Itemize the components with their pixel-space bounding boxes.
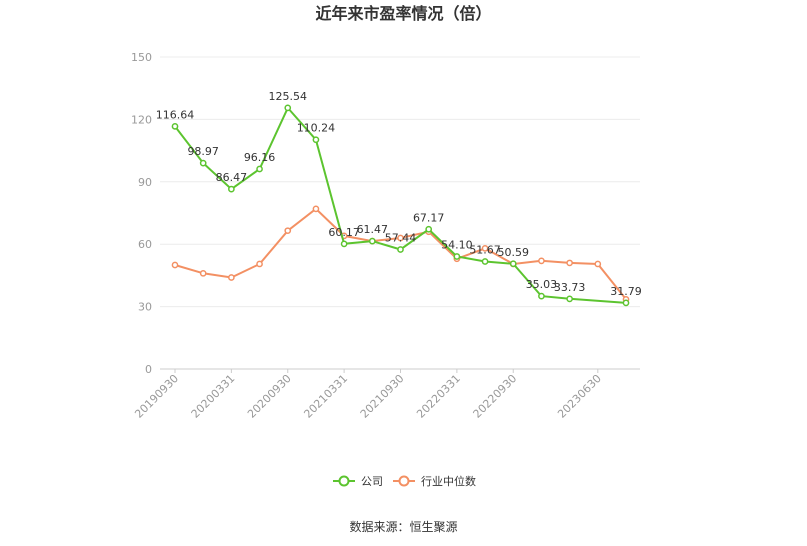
series-1-point-2 (228, 274, 235, 281)
y-tick-60: 60 (138, 238, 152, 251)
source-note: 数据来源：恒生聚源 (349, 519, 457, 534)
series-0-point-7 (368, 237, 376, 245)
series-1-point-4 (284, 227, 292, 235)
series-1-point-1 (199, 269, 207, 277)
data-labels: 116.64 98.97 86.47 96.16 125.54 110.24 60.1761… (156, 90, 642, 298)
x-tick-label-15: 20230630 (555, 372, 604, 421)
series-0-point-11 (481, 258, 489, 265)
series-0-point-6 (340, 240, 348, 248)
legend[interactable]: 公司 行业中位数 (333, 474, 476, 488)
series-0-point-8 (397, 246, 404, 253)
data-label-2: 86.47 (216, 171, 248, 184)
legend-item-1[interactable]: 行业中位数 (393, 474, 476, 488)
data-label-11: 51.67 (469, 244, 501, 257)
x-tick-label-0: 20190930 (132, 372, 181, 421)
legend-item-0[interactable]: 公司 (333, 475, 383, 488)
y-tick-150: 150 (131, 51, 152, 64)
series-0-point-5 (312, 136, 320, 144)
data-label-10: 54.10 (441, 238, 473, 251)
legend-marker-1 (398, 475, 410, 487)
series-0-point-16 (622, 299, 630, 307)
series-0-point-10 (453, 253, 461, 260)
data-label-16: 31.79 (610, 285, 642, 298)
y-axis: 0 30 60 90 120 150 (131, 51, 152, 376)
data-label-7: 61.47 (357, 223, 389, 236)
series-1-point-13 (538, 257, 545, 265)
series-0-point-9 (425, 225, 433, 233)
x-tick-label-2: 20200331 (189, 372, 238, 421)
data-label-1: 98.97 (187, 145, 219, 158)
series-line-0 (174, 106, 627, 304)
data-label-4: 125.54 (269, 90, 308, 103)
data-label-5: 110.24 (297, 122, 336, 135)
series-1-point-5 (312, 205, 320, 213)
x-tick-label-10: 20220331 (414, 372, 463, 421)
x-axis: 20190930 20200331 20200930 20210331 20210930… (132, 369, 604, 421)
data-label-6: 60.17 (328, 226, 360, 239)
series-0-point-13 (538, 292, 545, 300)
data-label-12: 50.59 (498, 246, 530, 259)
series-1-point-14 (566, 259, 573, 267)
series-0-point-2 (228, 185, 235, 193)
data-label-8: 57.44 (385, 232, 417, 245)
x-tick-label-6: 20210331 (301, 372, 350, 421)
grid-layer (160, 56, 640, 370)
legend-label-0: 公司 (361, 475, 383, 488)
x-tick-label-8: 20210930 (358, 372, 407, 421)
data-label-9: 67.17 (413, 211, 445, 224)
series-1-point-0 (171, 261, 179, 269)
y-tick-120: 120 (131, 113, 152, 126)
series-0-point-0 (171, 123, 179, 130)
data-label-13: 35.03 (526, 278, 558, 291)
series-1-point-8 (397, 234, 404, 242)
series-1-point-11 (481, 245, 489, 252)
data-label-14: 33.73 (554, 281, 586, 294)
series-0-point-14 (566, 295, 573, 303)
series-0-point-3 (256, 165, 263, 173)
y-tick-90: 90 (138, 176, 152, 189)
series-0-point-12 (509, 260, 517, 268)
series-1-point-15 (594, 260, 602, 268)
data-label-0: 116.64 (156, 108, 195, 121)
series-0-point-4 (284, 104, 292, 112)
series-0-point-1 (199, 159, 207, 167)
data-label-3: 96.16 (244, 151, 276, 164)
x-tick-label-4: 20200930 (245, 372, 294, 421)
x-tick-label-12: 20220930 (471, 372, 520, 421)
series-layer (171, 104, 630, 307)
y-tick-0: 0 (145, 363, 152, 376)
legend-label-1: 行业中位数 (421, 474, 476, 488)
legend-marker-0 (338, 475, 350, 487)
series-1-point-3 (256, 260, 263, 268)
chart-title: 近年来市盈率情况（倍） (315, 4, 491, 23)
y-tick-30: 30 (138, 301, 152, 314)
